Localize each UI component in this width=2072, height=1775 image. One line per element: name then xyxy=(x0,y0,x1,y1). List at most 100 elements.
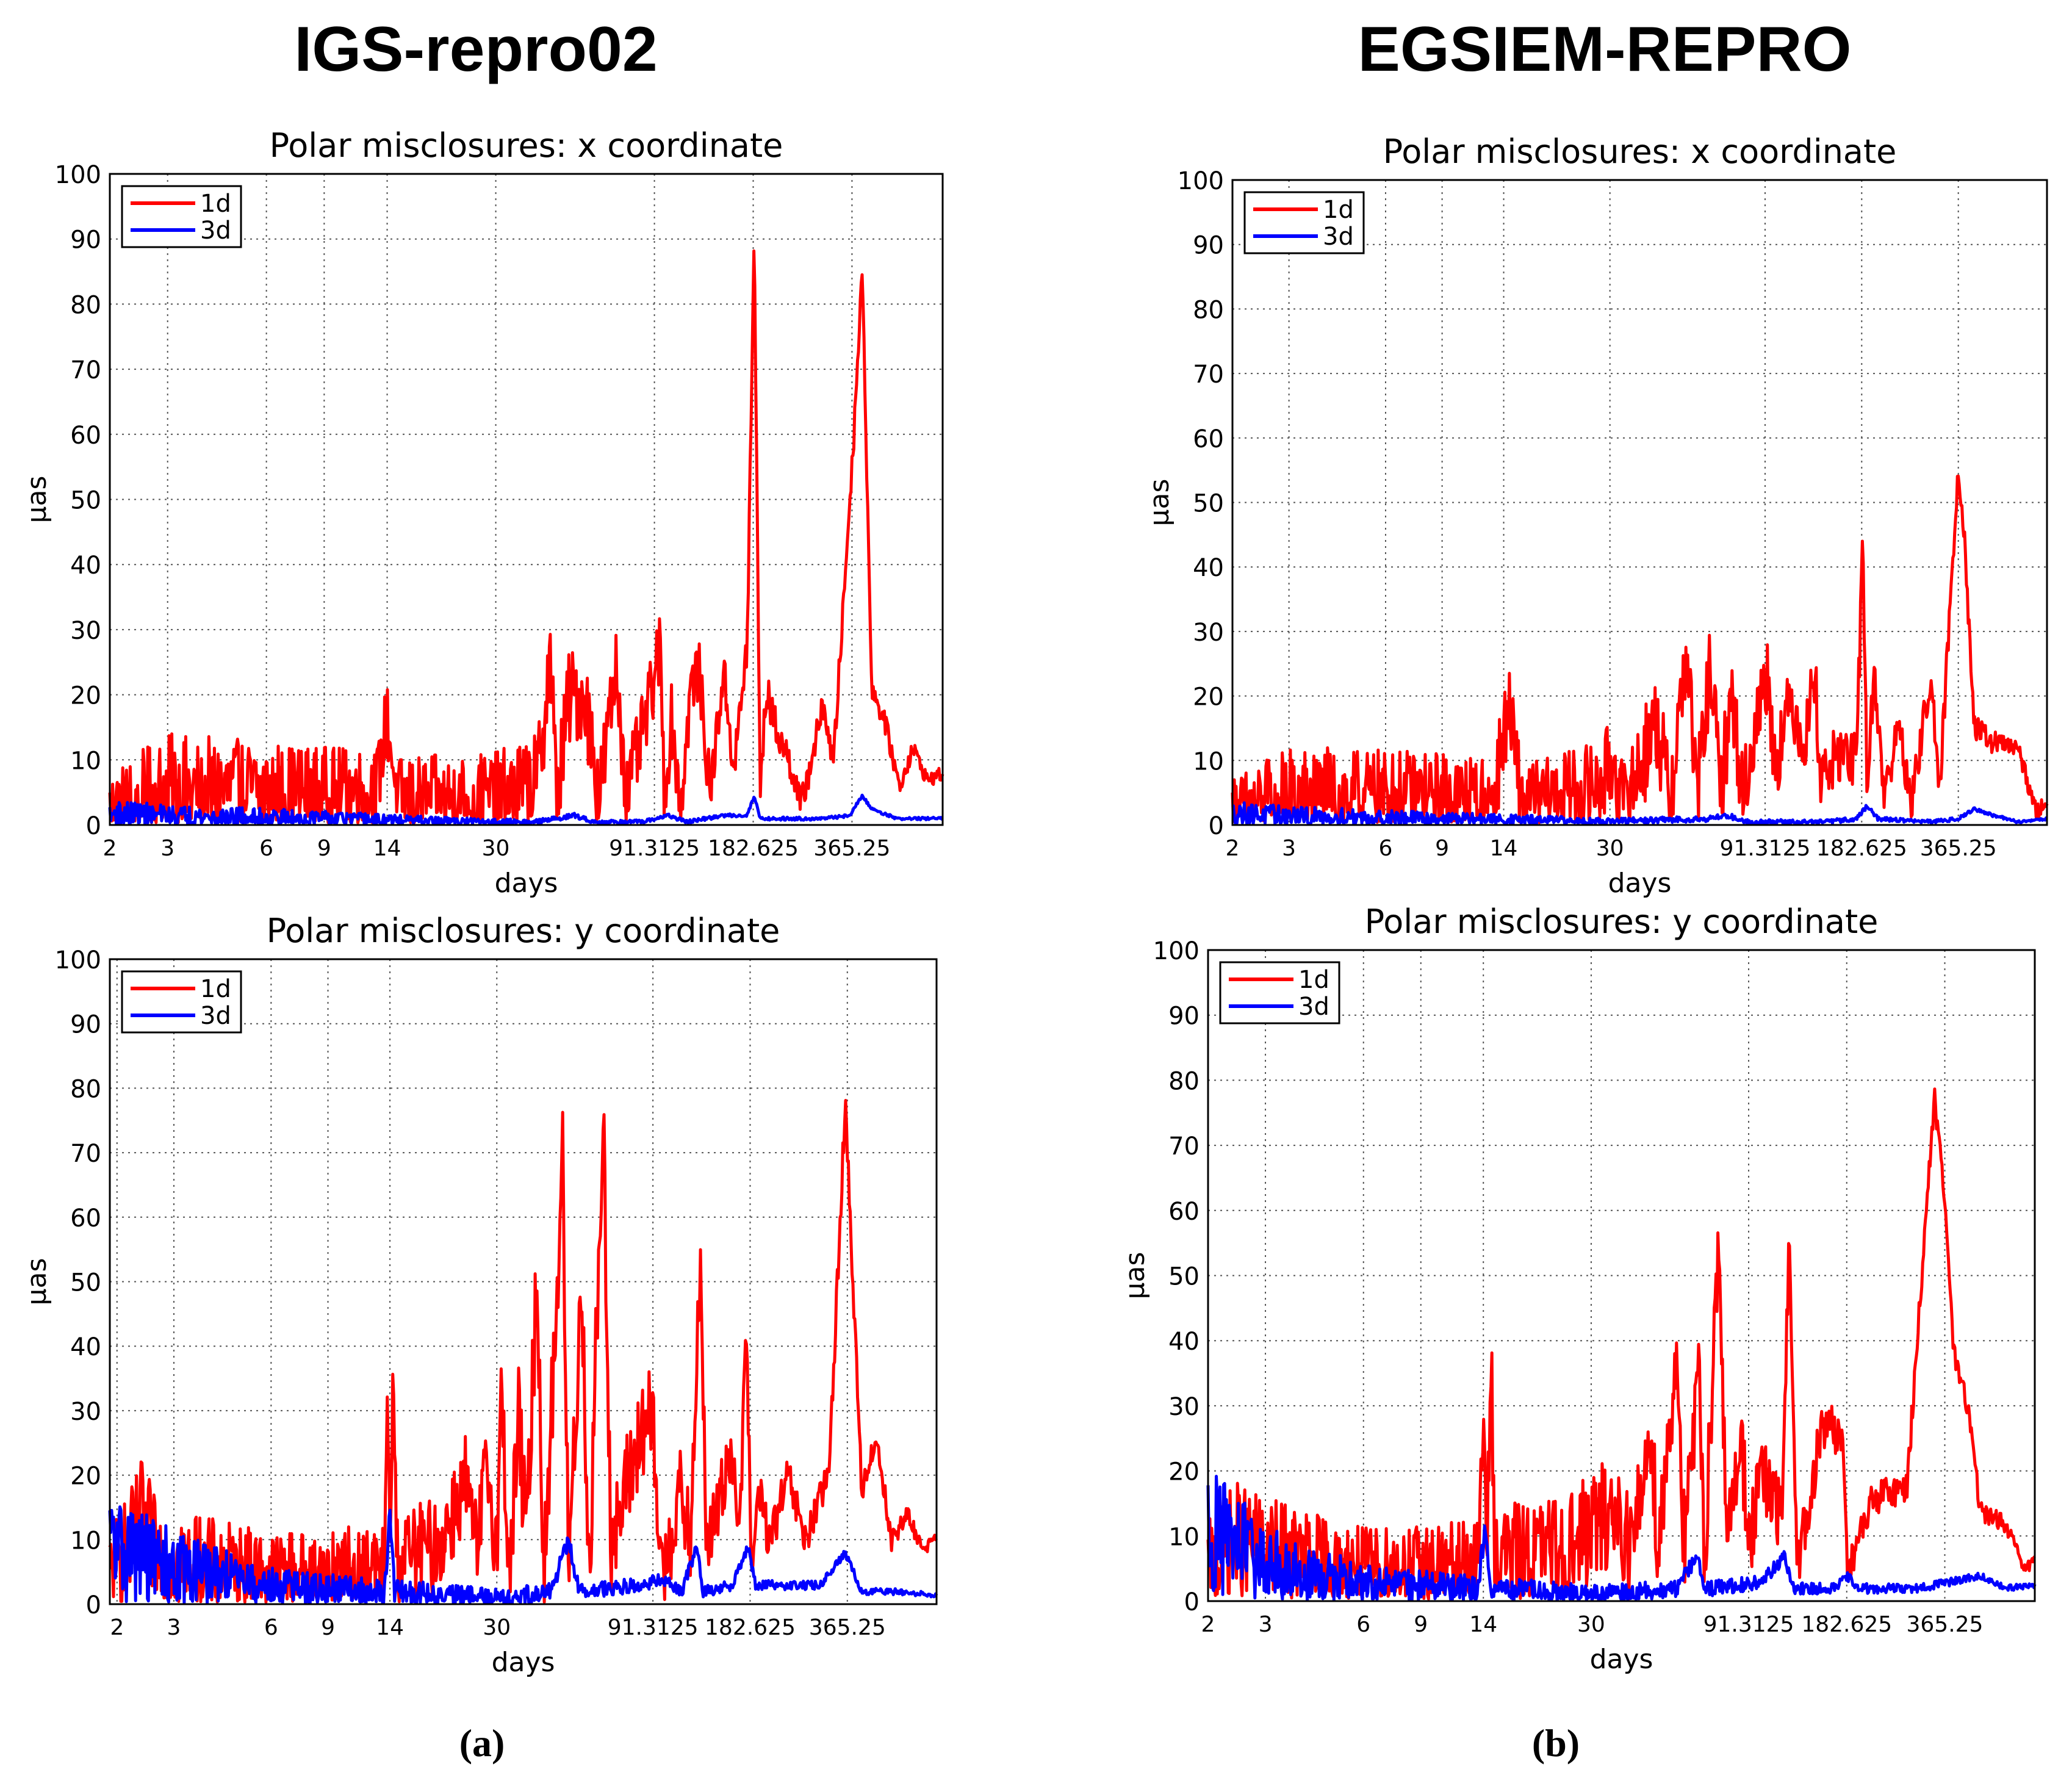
y-axis-label: μas xyxy=(21,476,52,524)
y-tick-label: 30 xyxy=(1193,619,1224,647)
x-tick-label: 14 xyxy=(1469,1612,1497,1637)
y-tick-label: 60 xyxy=(1193,425,1224,453)
x-tick-label: 9 xyxy=(321,1615,335,1640)
legend-label-3d: 3d xyxy=(200,1002,231,1030)
x-tick-label: 365.25 xyxy=(813,836,890,861)
x-tick-label: 30 xyxy=(482,836,510,861)
x-tick-label: 3 xyxy=(1259,1612,1273,1637)
panel-label-b: (b) xyxy=(1531,1721,1580,1765)
series-line-1d xyxy=(108,249,944,825)
x-tick-label: 6 xyxy=(1379,836,1393,861)
y-tick-label: 30 xyxy=(70,1398,101,1426)
y-tick-label: 50 xyxy=(70,487,101,515)
chart-egsiem-y: Polar misclosures: y coordinate 0 10 20 30 40… xyxy=(1120,902,2037,1675)
y-tick-label: 20 xyxy=(70,682,101,710)
y-tick-label: 100 xyxy=(55,946,101,974)
y-tick-label: 40 xyxy=(1193,554,1224,582)
y-tick-label: 0 xyxy=(86,1591,101,1619)
series-line-3d xyxy=(108,793,944,826)
series-line-3d xyxy=(1231,801,2048,826)
chart-egsiem-x: Polar misclosures: x coordinate 0 10 20 30 40… xyxy=(1144,132,2049,899)
y-tick-label: 20 xyxy=(70,1463,101,1491)
x-tick-label: 365.25 xyxy=(809,1615,886,1640)
x-tick-label: 2 xyxy=(1226,836,1240,861)
x-tick-label: 3 xyxy=(160,836,174,861)
y-tick-label: 40 xyxy=(70,552,101,580)
legend-label-1d: 1d xyxy=(1323,196,1354,224)
y-tick-label: 90 xyxy=(70,1011,101,1039)
legend-box xyxy=(1219,961,1340,1024)
y-tick-label: 100 xyxy=(55,161,101,189)
legend-box xyxy=(121,185,242,248)
y-tick-label: 50 xyxy=(70,1269,101,1297)
x-tick-label: 6 xyxy=(1356,1612,1370,1637)
x-tick-label: 182.625 xyxy=(1801,1612,1892,1637)
y-tick-label: 30 xyxy=(1168,1393,1200,1421)
y-tick-label: 100 xyxy=(1178,167,1224,195)
y-tick-label: 80 xyxy=(70,1075,101,1103)
legend-label-1d: 1d xyxy=(200,975,231,1003)
chart-igs-x: Polar misclosures: x coordinate 0 10 20 30 40… xyxy=(21,126,944,899)
plot-frame xyxy=(1231,179,2048,826)
y-tick-label: 0 xyxy=(1209,812,1224,840)
y-tick-label: 70 xyxy=(1168,1132,1200,1161)
y-tick-label: 90 xyxy=(1168,1003,1200,1031)
y-tick-label: 50 xyxy=(1168,1263,1200,1291)
plot-frame xyxy=(1207,949,2036,1602)
legend-box xyxy=(121,970,242,1034)
title-right: EGSIEM-REPRO xyxy=(1358,14,1852,85)
x-tick-label: 182.625 xyxy=(705,1615,796,1640)
series-line-3d xyxy=(108,1505,938,1605)
x-tick-label: 3 xyxy=(167,1615,181,1640)
legend-label-3d: 3d xyxy=(1298,993,1329,1021)
legend-box xyxy=(1243,191,1365,254)
title-left: IGS-repro02 xyxy=(294,14,658,85)
y-tick-label: 10 xyxy=(1193,747,1224,776)
y-tick-label: 80 xyxy=(1193,296,1224,324)
y-axis-label: μas xyxy=(1120,1252,1151,1300)
x-tick-label: 6 xyxy=(259,836,273,861)
x-tick-label: 2 xyxy=(1201,1612,1215,1637)
x-tick-label: 91.3125 xyxy=(608,1615,699,1640)
y-tick-label: 70 xyxy=(1193,361,1224,389)
y-tick-label: 0 xyxy=(86,812,101,840)
x-axis-label: days xyxy=(1608,868,1672,899)
y-tick-label: 10 xyxy=(70,1527,101,1555)
series-line-1d xyxy=(108,1099,938,1604)
x-tick-label: 2 xyxy=(110,1615,124,1640)
y-tick-label: 40 xyxy=(1168,1328,1200,1356)
panel-label-a: (a) xyxy=(459,1721,505,1765)
chart-title: Polar misclosures: x coordinate xyxy=(1383,132,1897,171)
x-tick-label: 30 xyxy=(1577,1612,1605,1637)
y-axis-label: μas xyxy=(1144,479,1175,527)
x-tick-label: 91.3125 xyxy=(609,836,700,861)
x-tick-label: 14 xyxy=(1490,836,1518,861)
x-tick-label: 182.625 xyxy=(708,836,799,861)
x-axis-label: days xyxy=(1590,1644,1653,1675)
x-tick-label: 2 xyxy=(103,836,117,861)
x-axis-label: days xyxy=(495,868,558,899)
y-tick-label: 80 xyxy=(70,291,101,319)
chart-igs-y: Polar misclosures: y coordinate 0 10 20 30 40… xyxy=(21,912,938,1678)
y-tick-label: 60 xyxy=(70,422,101,450)
y-tick-label: 60 xyxy=(1168,1198,1200,1226)
x-tick-label: 14 xyxy=(376,1615,404,1640)
x-tick-label: 9 xyxy=(1435,836,1449,861)
y-tick-label: 0 xyxy=(1184,1588,1200,1616)
y-tick-label: 10 xyxy=(70,747,101,775)
chart-title: Polar misclosures: y coordinate xyxy=(1365,902,1879,941)
series-line-1d xyxy=(1206,1087,2036,1600)
y-tick-label: 20 xyxy=(1193,683,1224,711)
series-line-1d xyxy=(1231,474,2049,824)
series-line-3d xyxy=(1206,1475,2037,1602)
x-tick-label: 365.25 xyxy=(1907,1612,1984,1637)
x-tick-label: 14 xyxy=(373,836,401,861)
x-tick-label: 30 xyxy=(483,1615,511,1640)
y-tick-label: 70 xyxy=(70,356,101,384)
y-tick-label: 90 xyxy=(70,226,101,254)
legend-label-1d: 1d xyxy=(1298,966,1329,994)
y-tick-label: 10 xyxy=(1168,1523,1200,1551)
chart-title: Polar misclosures: y coordinate xyxy=(267,912,780,950)
chart-title: Polar misclosures: x coordinate xyxy=(270,126,783,165)
